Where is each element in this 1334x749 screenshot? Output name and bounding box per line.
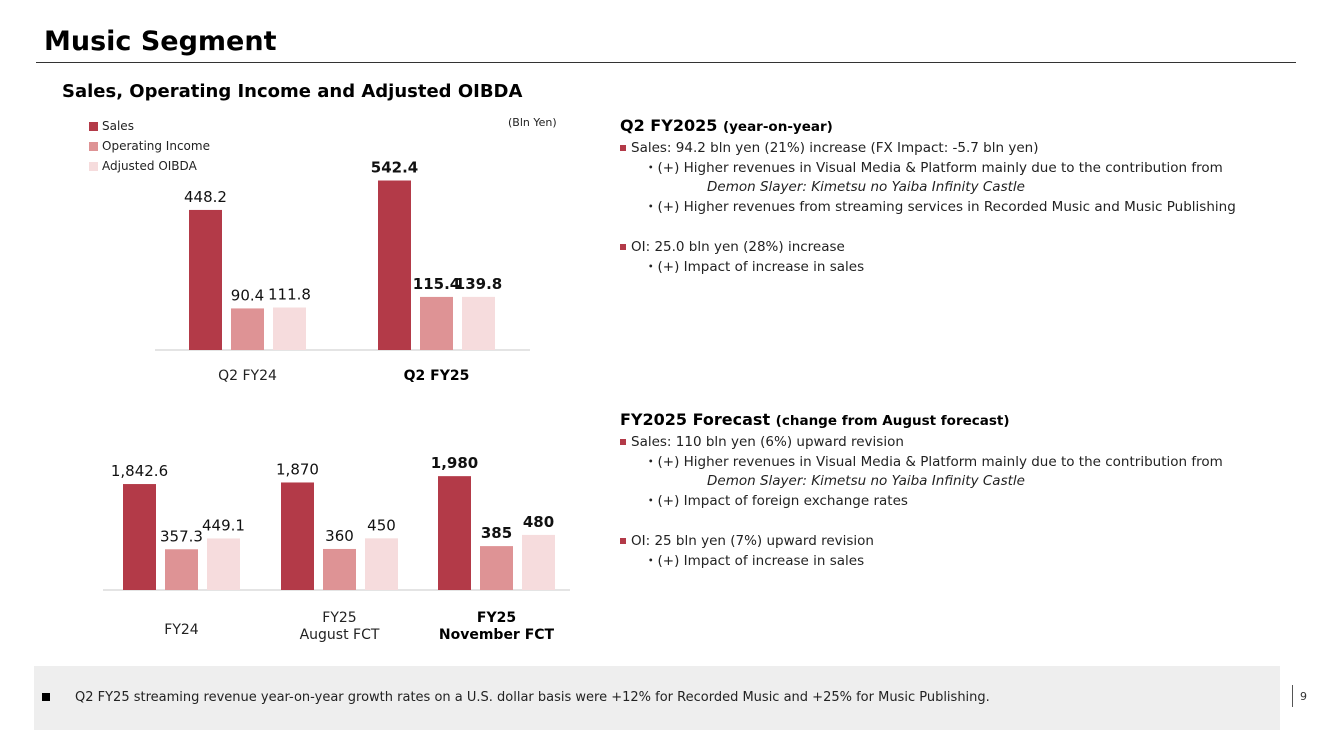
category-label: FY24 bbox=[164, 622, 199, 638]
data-label: 90.4 bbox=[231, 286, 264, 304]
forecast-heading-note: (change from August forecast) bbox=[775, 413, 1010, 429]
legend-swatch-operating-income bbox=[89, 141, 98, 151]
bullet-square-icon bbox=[620, 538, 626, 544]
chart-unit-label: (Bln Yen) bbox=[508, 116, 557, 129]
forecast-sales-sub1: ・(+) Higher revenues in Visual Media & P… bbox=[644, 454, 1223, 470]
forecast-sales-text: Sales: 110 bln yen (6%) upward revision bbox=[631, 434, 904, 450]
category-label: November FCT bbox=[439, 627, 555, 643]
data-label: 115.4 bbox=[413, 275, 460, 293]
q2-heading: Q2 FY2025 (year-on-year) bbox=[620, 116, 1236, 138]
bar-sales bbox=[123, 484, 156, 590]
bar-operating-income bbox=[231, 308, 264, 350]
q2-oi-sub1: ・(+) Impact of increase in sales bbox=[644, 259, 865, 275]
forecast-sales-sub1-italic: Demon Slayer: Kimetsu no Yaiba Infinity … bbox=[707, 473, 1025, 489]
bullet-square-icon bbox=[620, 145, 626, 151]
bar-sales bbox=[189, 209, 222, 350]
forecast-commentary: FY2025 Forecast (change from August fore… bbox=[620, 410, 1223, 571]
bullet-square-icon bbox=[620, 439, 626, 445]
data-label: 449.1 bbox=[202, 516, 245, 534]
chart-section-title: Sales, Operating Income and Adjusted OIB… bbox=[62, 81, 523, 102]
q2-sales-sub1: ・(+) Higher revenues in Visual Media & P… bbox=[644, 160, 1223, 176]
bar-operating-income bbox=[165, 549, 198, 590]
legend-label: Sales bbox=[102, 119, 134, 133]
forecast-sales-sub2: ・(+) Impact of foreign exchange rates bbox=[644, 493, 908, 509]
legend-label: Adjusted OIBDA bbox=[102, 159, 197, 173]
legend-swatch-adjusted-oibda bbox=[89, 161, 98, 171]
title-divider bbox=[36, 62, 1296, 63]
category-label: Q2 FY24 bbox=[218, 368, 277, 384]
q2-oi-text: OI: 25.0 bln yen (28%) increase bbox=[631, 239, 845, 255]
note-bullet-icon bbox=[42, 693, 50, 701]
data-label: 1,980 bbox=[431, 454, 478, 472]
forecast-sales-bullet: Sales: 110 bln yen (6%) upward revision bbox=[620, 432, 1223, 452]
q2-oi-bullet: OI: 25.0 bln yen (28%) increase bbox=[620, 237, 1236, 257]
legend-item-adjusted-oibda: Adjusted OIBDA bbox=[89, 156, 210, 176]
category-label: FY25 bbox=[477, 610, 516, 626]
bar-adjusted-oibda bbox=[365, 538, 398, 590]
bar-adjusted-oibda bbox=[462, 296, 495, 350]
bar-adjusted-oibda bbox=[522, 534, 555, 590]
footer-note-text: Q2 FY25 streaming revenue year-on-year g… bbox=[75, 690, 990, 705]
forecast-oi-bullet: OI: 25 bln yen (7%) upward revision bbox=[620, 531, 1223, 551]
category-label: August FCT bbox=[300, 627, 380, 643]
data-label: 357.3 bbox=[160, 527, 203, 545]
data-label: 450 bbox=[367, 516, 396, 534]
footer-note-box bbox=[34, 666, 1280, 730]
forecast-heading-text: FY2025 Forecast bbox=[620, 410, 771, 429]
q2-heading-note: (year-on-year) bbox=[722, 119, 833, 135]
q2-heading-text: Q2 FY2025 bbox=[620, 116, 718, 135]
bar-adjusted-oibda bbox=[273, 307, 306, 350]
bar-sales bbox=[281, 482, 314, 590]
forecast-heading: FY2025 Forecast (change from August fore… bbox=[620, 410, 1223, 432]
data-label: 1,870 bbox=[276, 460, 319, 478]
data-label: 1,842.6 bbox=[111, 462, 168, 480]
page-title: Music Segment bbox=[44, 26, 277, 57]
data-label: 542.4 bbox=[371, 159, 418, 177]
data-label: 139.8 bbox=[455, 275, 502, 293]
bar-sales bbox=[378, 180, 411, 350]
legend-item-sales: Sales bbox=[89, 116, 210, 136]
category-label: Q2 FY25 bbox=[404, 368, 470, 384]
q2-sales-sub2: ・(+) Higher revenues from streaming serv… bbox=[644, 199, 1236, 215]
data-label: 360 bbox=[325, 527, 354, 545]
page-number: 9 bbox=[1300, 690, 1307, 703]
q2-sales-bullet: Sales: 94.2 bln yen (21%) increase (FX I… bbox=[620, 138, 1236, 158]
bar-operating-income bbox=[323, 548, 356, 590]
bar-operating-income bbox=[420, 296, 453, 350]
data-label: 480 bbox=[523, 513, 554, 531]
bar-operating-income bbox=[480, 546, 513, 590]
legend-label: Operating Income bbox=[102, 139, 210, 153]
chart-legend: Sales Operating Income Adjusted OIBDA bbox=[89, 116, 210, 176]
q2-commentary: Q2 FY2025 (year-on-year) Sales: 94.2 bln… bbox=[620, 116, 1236, 277]
bar-sales bbox=[438, 476, 471, 590]
forecast-oi-sub1: ・(+) Impact of increase in sales bbox=[644, 553, 865, 569]
q2-sales-sub1-italic: Demon Slayer: Kimetsu no Yaiba Infinity … bbox=[707, 179, 1025, 195]
data-label: 111.8 bbox=[268, 286, 311, 304]
bullet-square-icon bbox=[620, 244, 626, 250]
bar-adjusted-oibda bbox=[207, 538, 240, 590]
forecast-oi-text: OI: 25 bln yen (7%) upward revision bbox=[631, 533, 874, 549]
q2-sales-text: Sales: 94.2 bln yen (21%) increase (FX I… bbox=[631, 140, 1039, 156]
category-label: FY25 bbox=[322, 610, 356, 626]
data-label: 448.2 bbox=[184, 188, 227, 206]
legend-swatch-sales bbox=[89, 121, 98, 131]
legend-item-operating-income: Operating Income bbox=[89, 136, 210, 156]
page-number-divider bbox=[1292, 685, 1293, 707]
data-label: 385 bbox=[481, 524, 512, 542]
